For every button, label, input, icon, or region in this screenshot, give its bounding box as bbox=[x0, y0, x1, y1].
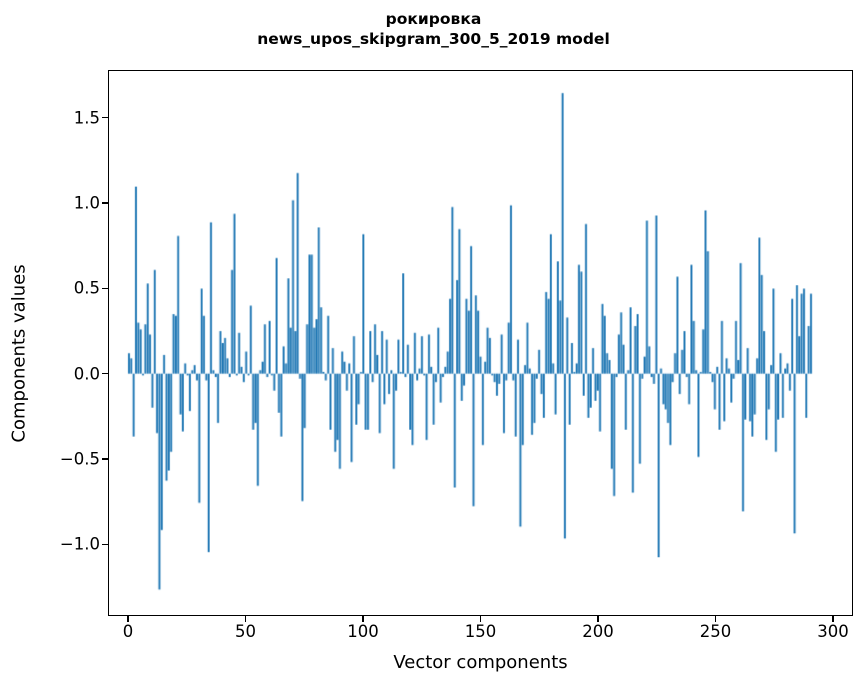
y-tick-label: 0.0 bbox=[73, 364, 100, 384]
y-tick-label: −1.0 bbox=[59, 534, 100, 554]
y-tick-label: 0.5 bbox=[73, 278, 100, 298]
y-tick-mark bbox=[101, 287, 108, 290]
x-axis-label: Vector components bbox=[393, 652, 568, 673]
x-tick-mark bbox=[597, 615, 599, 622]
y-tick-label: 1.0 bbox=[73, 193, 100, 213]
bar-series-canvas bbox=[109, 71, 852, 615]
x-tick-label: 50 bbox=[234, 622, 256, 641]
plot-axes bbox=[108, 70, 853, 616]
x-tick-mark bbox=[479, 615, 482, 622]
x-tick-label: 100 bbox=[347, 622, 379, 641]
x-tick-mark bbox=[362, 615, 364, 622]
x-tick-label: 0 bbox=[122, 622, 134, 641]
y-tick-mark bbox=[101, 373, 108, 375]
x-axis-tick-labels: 0 50 100 150 200 250 300 bbox=[0, 622, 867, 652]
x-tick-mark bbox=[832, 615, 834, 622]
x-tick-label: 300 bbox=[817, 622, 849, 641]
y-axis-label: Components values bbox=[8, 264, 30, 443]
chart-title: рокировка news_upos_skipgram_300_5_2019 … bbox=[0, 10, 867, 50]
y-tick-mark bbox=[101, 202, 108, 204]
y-tick-mark bbox=[101, 458, 108, 460]
x-tick-label: 150 bbox=[464, 622, 497, 641]
chart-title-line-2: news_upos_skipgram_300_5_2019 model bbox=[257, 29, 610, 48]
chart-title-line-1: рокировка bbox=[385, 10, 482, 28]
y-axis-tick-labels: 1.5 1.0 0.5 0.0 −0.5 −1.0 bbox=[30, 0, 100, 696]
x-tick-mark bbox=[244, 615, 247, 622]
x-tick-label: 200 bbox=[582, 622, 614, 641]
x-tick-mark bbox=[714, 615, 717, 622]
x-tick-mark bbox=[127, 615, 129, 622]
x-tick-label: 250 bbox=[699, 622, 732, 641]
y-tick-mark bbox=[101, 117, 108, 119]
y-tick-label: −0.5 bbox=[59, 449, 100, 469]
y-tick-mark bbox=[101, 543, 108, 545]
y-tick-label: 1.5 bbox=[73, 108, 100, 128]
